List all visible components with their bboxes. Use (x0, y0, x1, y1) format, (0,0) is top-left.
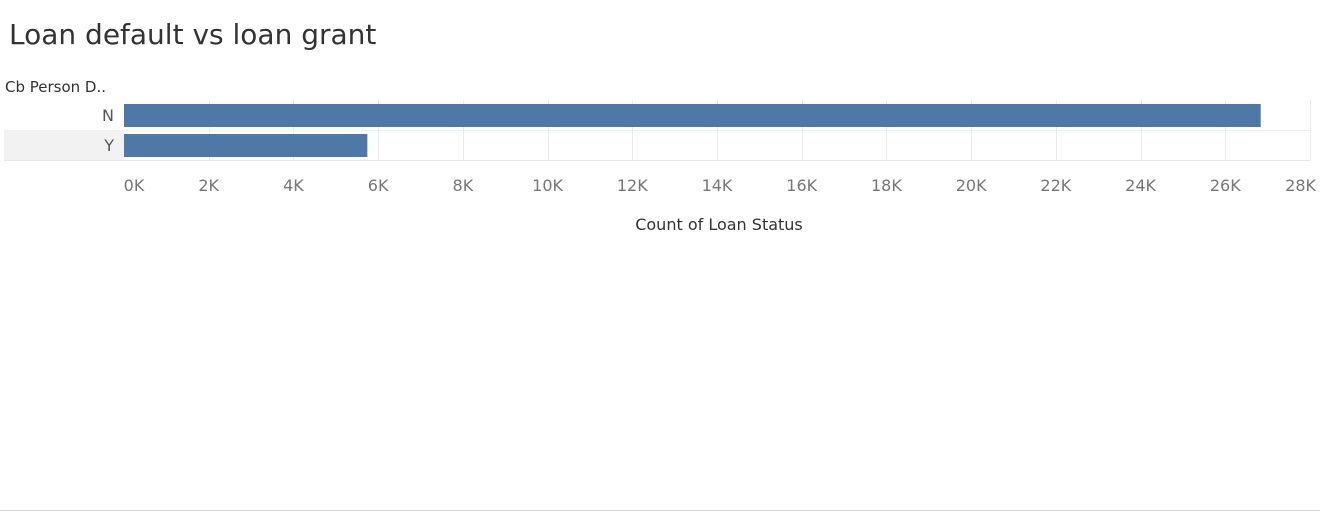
x-tick-label: 22K (1040, 176, 1071, 195)
x-tick-label: 2K (198, 176, 219, 195)
x-tick-label: 26K (1210, 176, 1241, 195)
row-highlight-y (4, 130, 124, 160)
x-tick-label: 10K (532, 176, 563, 195)
bar-n[interactable] (124, 104, 1261, 127)
x-axis-title: Count of Loan Status (635, 215, 803, 234)
bar-y[interactable] (124, 134, 368, 157)
bottom-divider (0, 510, 1320, 511)
row-header-label: Cb Person D.. (5, 78, 106, 96)
chart-title: Loan default vs loan grant (9, 18, 377, 51)
x-tick-label: 4K (283, 176, 304, 195)
x-tick-label: 18K (871, 176, 902, 195)
x-tick-label: 14K (702, 176, 733, 195)
x-tick-label: 16K (786, 176, 817, 195)
x-tick-label: 24K (1125, 176, 1156, 195)
x-tick-label: 0K (124, 176, 145, 195)
x-tick-label: 20K (956, 176, 987, 195)
x-tick-label: 8K (453, 176, 474, 195)
x-tick-label: 6K (368, 176, 389, 195)
x-tick-label: 12K (617, 176, 648, 195)
category-label-y: Y (103, 136, 114, 155)
x-tick-label: 28K (1285, 176, 1316, 195)
category-label-n: N (102, 106, 114, 125)
